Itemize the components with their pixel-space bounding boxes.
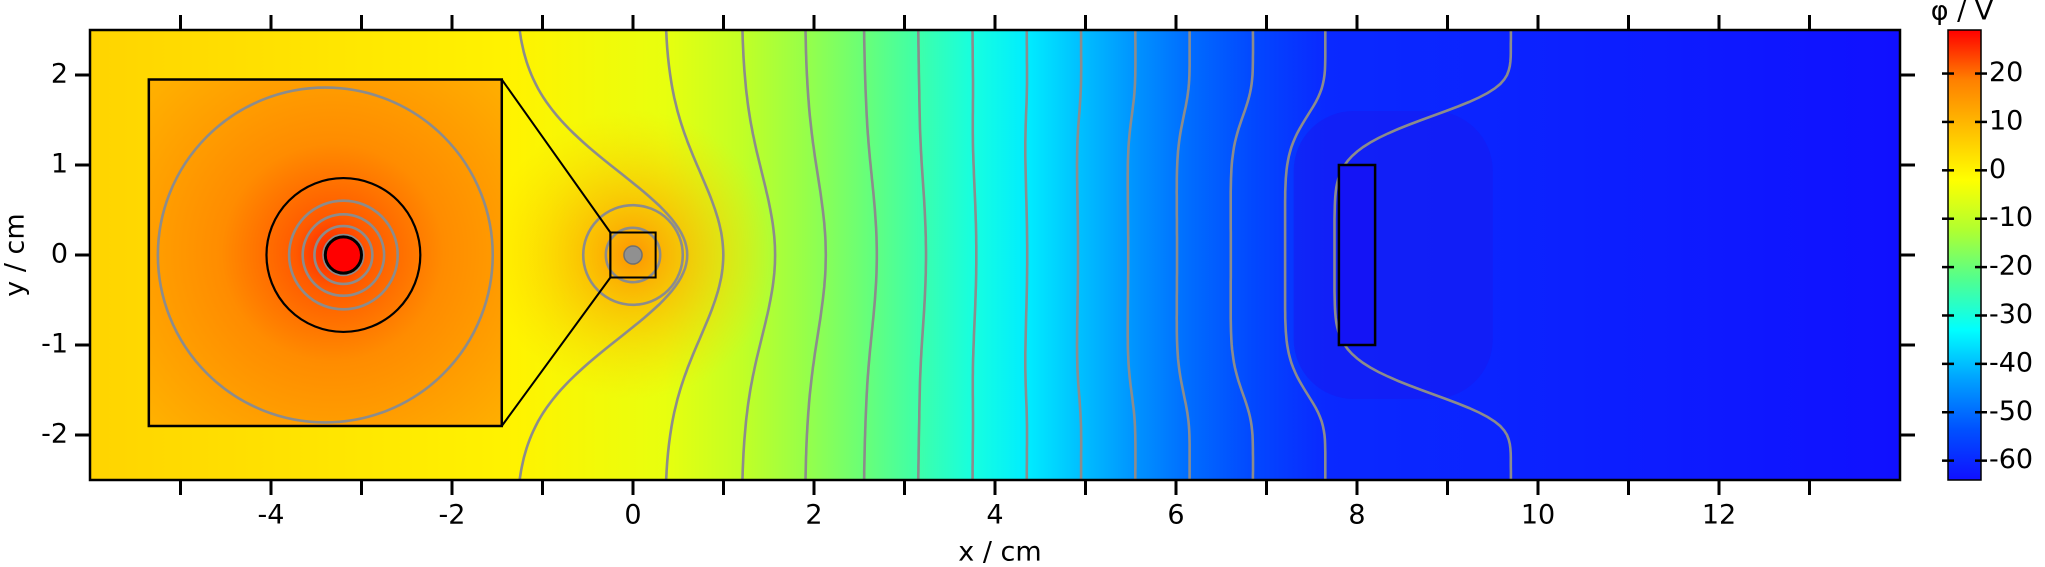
plot-area: [90, 30, 1900, 480]
colorbar-tick-label: -40: [1989, 347, 2033, 378]
contour-line: [1075, 30, 1083, 480]
contour-line: [1283, 30, 1327, 480]
zoom-lines: [500, 78, 612, 427]
y-tick-label: -2: [41, 419, 68, 450]
y-tick-label: 1: [51, 149, 68, 180]
contour-line: [518, 30, 689, 480]
x-tick-label: 12: [1702, 500, 1736, 531]
inset-contour: [313, 224, 374, 286]
inset-contour: [156, 86, 495, 424]
contour-line: [1126, 30, 1137, 480]
contour-line: [664, 30, 725, 480]
colorbar-tick-label: -20: [1989, 251, 2033, 282]
charge-contour: [604, 226, 662, 284]
x-tick-label: 6: [1167, 500, 1184, 531]
contour-line: [1024, 30, 1029, 480]
conductor-shade: [1293, 111, 1493, 399]
x-tick-label: 0: [624, 500, 641, 531]
x-axis-label: x / cm: [958, 537, 1041, 567]
y-tick-label: 2: [51, 59, 68, 90]
colorbar-tick-label: -10: [1989, 202, 2033, 233]
colorbar-tick-label: -60: [1989, 444, 2033, 475]
y-axis-label: y / cm: [0, 213, 31, 296]
conductor: [1337, 163, 1377, 347]
contour-line: [1229, 30, 1255, 480]
inset-contour: [322, 233, 365, 277]
x-tick-label: -4: [258, 500, 285, 531]
colorbar-tick-label: -30: [1989, 299, 2033, 330]
contour-line: [971, 30, 978, 480]
colorbar: [1947, 29, 1982, 481]
colorbar-label: φ / V: [1931, 0, 1994, 27]
x-tick-label: 2: [805, 500, 822, 531]
contour-line: [917, 30, 928, 480]
contour-line: [804, 30, 828, 480]
colorbar-tick-label: 10: [1989, 105, 2023, 136]
contour-line: [741, 30, 777, 480]
y-tick-label: -1: [41, 329, 68, 360]
inset-contour: [287, 199, 400, 311]
inset-boundary: [265, 176, 422, 334]
x-tick-label: 8: [1348, 500, 1365, 531]
contour-line: [1333, 30, 1513, 480]
inset-charge: [323, 235, 363, 275]
inset-contour: [301, 212, 386, 298]
x-tick-label: 10: [1521, 500, 1555, 531]
colorbar-tick-label: 20: [1989, 57, 2023, 88]
contour-line: [862, 30, 879, 480]
charge-contour: [581, 203, 685, 307]
charge: [623, 245, 643, 265]
x-tick-label: 4: [986, 500, 1003, 531]
x-tick-label: -2: [439, 500, 466, 531]
colorbar-tick-label: -50: [1989, 396, 2033, 427]
y-tick-label: 0: [51, 239, 68, 270]
colorbar-tick-label: 0: [1989, 154, 2006, 185]
contour-line: [1175, 30, 1191, 480]
